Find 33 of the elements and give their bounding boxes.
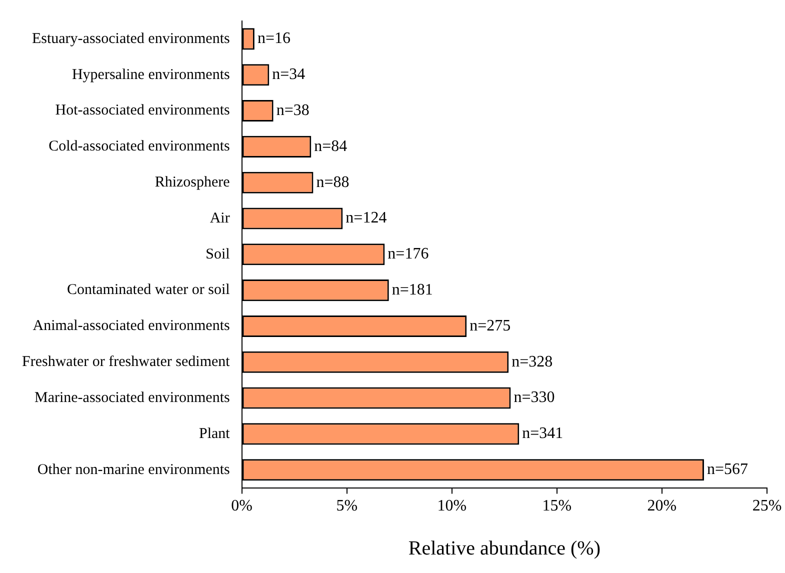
y-tick-label: Freshwater or freshwater sediment [22, 354, 231, 370]
annotation: n=16 [257, 30, 290, 48]
x-tick-label: 15% [542, 498, 572, 515]
annotation: n=275 [470, 317, 511, 334]
y-tick-label: Animal-associated environments [32, 318, 230, 334]
x-axis-title: Relative abundance (%) [408, 537, 600, 560]
x-tick-label: 0% [231, 498, 253, 515]
y-tick-label: Marine-associated environments [34, 390, 230, 406]
annotation: n=567 [706, 461, 748, 478]
y-tick-label: Rhizosphere [154, 174, 230, 191]
y-tick-label: Hot-associated environments [55, 102, 230, 119]
annotation: n=38 [276, 102, 310, 119]
x-tick-label: 10% [437, 498, 467, 515]
y-tick-label: Soil [206, 246, 230, 262]
annotation: n=124 [346, 210, 387, 227]
y-tick-label: Estuary-associated environments [32, 30, 230, 47]
annotation: n=84 [314, 138, 348, 155]
annotation: n=34 [272, 66, 306, 84]
y-tick-label: Cold-associated environments [48, 138, 230, 155]
annotation: n=88 [316, 174, 350, 191]
y-tick-label: Plant [198, 426, 231, 442]
y-tick-label: Hypersaline environments [72, 66, 230, 83]
annotation: n=341 [522, 425, 564, 442]
annotation: n=181 [392, 282, 433, 299]
y-tick-label: Contaminated water or soil [66, 282, 230, 298]
x-tick-label: 20% [647, 498, 677, 515]
x-tick-label: 25% [752, 498, 782, 515]
annotation: n=328 [512, 353, 553, 370]
annotation: n=176 [388, 246, 429, 263]
y-tick-label: Other non-marine environments [37, 462, 230, 478]
x-tick-label: 5% [336, 498, 358, 515]
annotation: n=330 [514, 389, 555, 406]
y-tick-label: Air [210, 210, 230, 226]
